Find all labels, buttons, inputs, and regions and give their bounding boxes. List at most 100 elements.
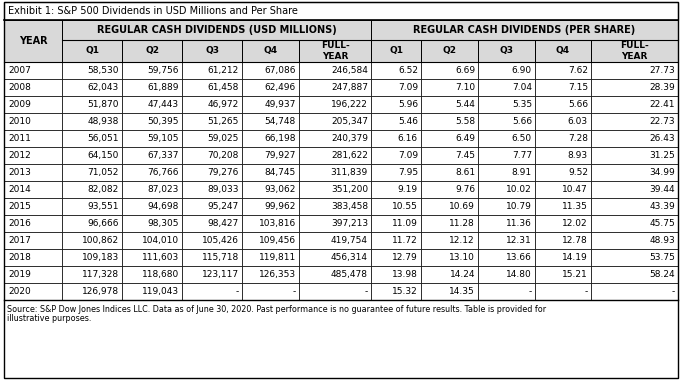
Text: 89,033: 89,033 bbox=[207, 185, 239, 194]
Bar bbox=[421, 232, 478, 249]
Bar bbox=[122, 232, 182, 249]
Text: 45.75: 45.75 bbox=[649, 219, 675, 228]
Bar bbox=[4, 96, 62, 113]
Bar bbox=[478, 198, 535, 215]
Bar bbox=[535, 198, 591, 215]
Bar bbox=[182, 79, 242, 96]
Bar bbox=[122, 62, 182, 79]
Text: FULL-
YEAR: FULL- YEAR bbox=[321, 41, 349, 61]
Bar bbox=[299, 198, 371, 215]
Bar bbox=[299, 181, 371, 198]
Text: 205,347: 205,347 bbox=[331, 117, 368, 126]
Text: 10.79: 10.79 bbox=[506, 202, 532, 211]
Bar bbox=[62, 164, 122, 181]
Bar bbox=[62, 181, 122, 198]
Bar bbox=[478, 283, 535, 300]
Text: 2009: 2009 bbox=[8, 100, 31, 109]
Bar bbox=[62, 96, 122, 113]
Bar bbox=[421, 130, 478, 147]
Text: 111,603: 111,603 bbox=[142, 253, 179, 262]
Text: 48.93: 48.93 bbox=[649, 236, 675, 245]
Text: 2012: 2012 bbox=[8, 151, 31, 160]
Bar bbox=[421, 164, 478, 181]
Bar bbox=[299, 79, 371, 96]
Text: 58.24: 58.24 bbox=[649, 270, 675, 279]
Bar bbox=[182, 266, 242, 283]
Text: 7.09: 7.09 bbox=[398, 151, 418, 160]
Bar bbox=[421, 215, 478, 232]
Text: 2015: 2015 bbox=[8, 202, 31, 211]
Text: 99,962: 99,962 bbox=[265, 202, 296, 211]
Bar bbox=[242, 113, 299, 130]
Text: 2020: 2020 bbox=[8, 287, 31, 296]
Bar bbox=[478, 232, 535, 249]
Text: 196,222: 196,222 bbox=[331, 100, 368, 109]
Text: 419,754: 419,754 bbox=[331, 236, 368, 245]
Text: 247,887: 247,887 bbox=[331, 83, 368, 92]
Bar bbox=[4, 300, 678, 378]
Bar bbox=[535, 79, 591, 96]
Bar bbox=[478, 266, 535, 283]
Bar bbox=[535, 181, 591, 198]
Bar bbox=[371, 164, 421, 181]
Bar bbox=[122, 198, 182, 215]
Bar bbox=[242, 96, 299, 113]
Bar bbox=[591, 232, 678, 249]
Text: 64,150: 64,150 bbox=[87, 151, 119, 160]
Bar bbox=[371, 147, 421, 164]
Text: 70,208: 70,208 bbox=[207, 151, 239, 160]
Text: 51,870: 51,870 bbox=[87, 100, 119, 109]
Text: 2010: 2010 bbox=[8, 117, 31, 126]
Bar bbox=[535, 40, 591, 62]
Text: 109,183: 109,183 bbox=[82, 253, 119, 262]
Bar bbox=[182, 62, 242, 79]
Text: REGULAR CASH DIVIDENDS (PER SHARE): REGULAR CASH DIVIDENDS (PER SHARE) bbox=[413, 25, 636, 35]
Text: 12.31: 12.31 bbox=[506, 236, 532, 245]
Bar bbox=[591, 62, 678, 79]
Text: 7.62: 7.62 bbox=[568, 66, 588, 75]
Text: 47,443: 47,443 bbox=[148, 100, 179, 109]
Bar bbox=[4, 62, 62, 79]
Text: 6.52: 6.52 bbox=[398, 66, 418, 75]
Bar bbox=[182, 181, 242, 198]
Text: 397,213: 397,213 bbox=[331, 219, 368, 228]
Text: 10.55: 10.55 bbox=[392, 202, 418, 211]
Text: 126,353: 126,353 bbox=[259, 270, 296, 279]
Bar bbox=[122, 266, 182, 283]
Text: 2017: 2017 bbox=[8, 236, 31, 245]
Bar bbox=[591, 79, 678, 96]
Text: 7.28: 7.28 bbox=[568, 134, 588, 143]
Text: 7.45: 7.45 bbox=[455, 151, 475, 160]
Text: 6.49: 6.49 bbox=[455, 134, 475, 143]
Text: 10.69: 10.69 bbox=[449, 202, 475, 211]
Text: 15.32: 15.32 bbox=[392, 287, 418, 296]
Text: 48,938: 48,938 bbox=[87, 117, 119, 126]
Text: 14.80: 14.80 bbox=[506, 270, 532, 279]
Text: Q4: Q4 bbox=[556, 46, 570, 55]
Text: 8.93: 8.93 bbox=[568, 151, 588, 160]
Bar bbox=[62, 79, 122, 96]
Text: 14.35: 14.35 bbox=[449, 287, 475, 296]
Text: 13.98: 13.98 bbox=[392, 270, 418, 279]
Bar bbox=[299, 40, 371, 62]
Text: 119,811: 119,811 bbox=[258, 253, 296, 262]
Bar bbox=[478, 164, 535, 181]
Text: 7.10: 7.10 bbox=[455, 83, 475, 92]
Text: 22.41: 22.41 bbox=[649, 100, 675, 109]
Bar bbox=[242, 181, 299, 198]
Bar bbox=[591, 249, 678, 266]
Bar bbox=[4, 249, 62, 266]
Bar bbox=[371, 215, 421, 232]
Text: 281,622: 281,622 bbox=[331, 151, 368, 160]
Text: 50,395: 50,395 bbox=[147, 117, 179, 126]
Text: 10.02: 10.02 bbox=[506, 185, 532, 194]
Bar bbox=[242, 130, 299, 147]
Bar bbox=[242, 62, 299, 79]
Text: 6.50: 6.50 bbox=[512, 134, 532, 143]
Bar bbox=[62, 20, 371, 40]
Text: 12.02: 12.02 bbox=[563, 219, 588, 228]
Bar bbox=[122, 215, 182, 232]
Text: 5.44: 5.44 bbox=[455, 100, 475, 109]
Bar bbox=[371, 266, 421, 283]
Bar bbox=[299, 96, 371, 113]
